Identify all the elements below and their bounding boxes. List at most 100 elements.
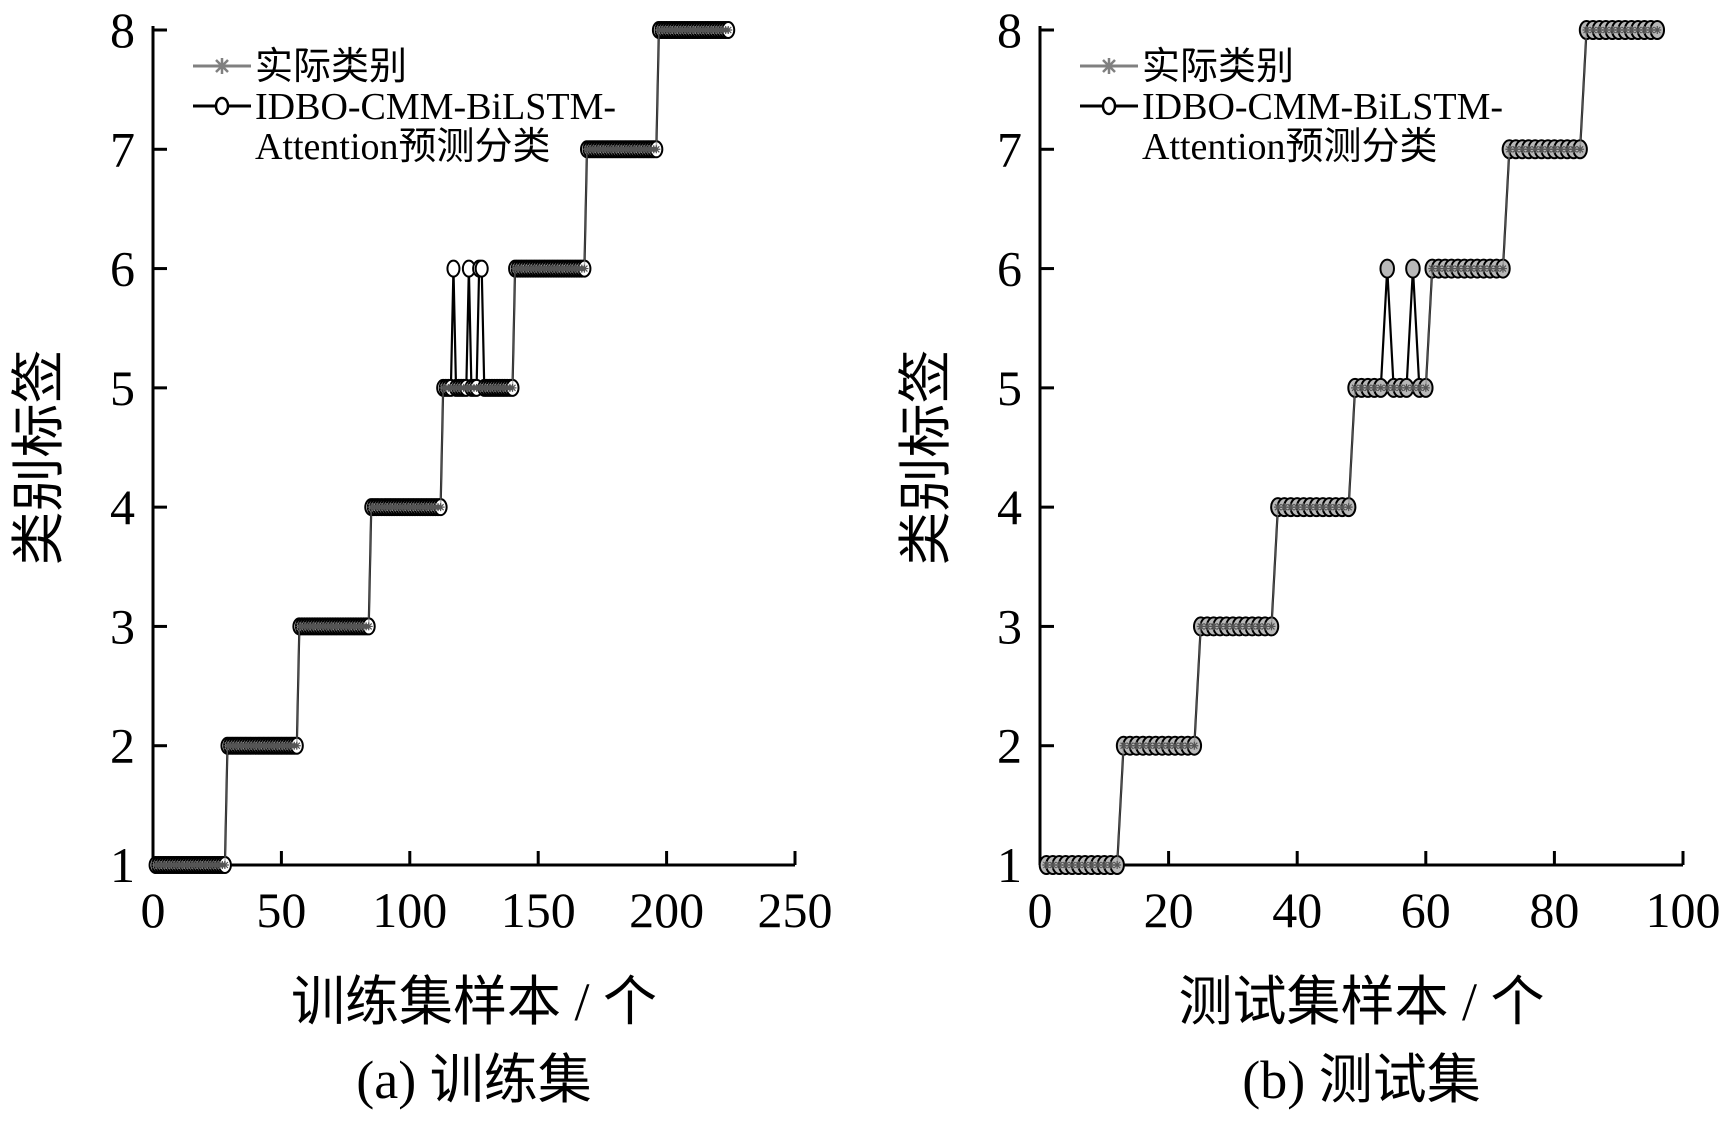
actual-point [1293, 503, 1302, 512]
actual-point [1331, 503, 1340, 512]
subplot-caption: (a) 训练集 [356, 1050, 591, 1110]
actual-point [1164, 741, 1173, 750]
actual-point [1318, 503, 1327, 512]
predicted-point [1379, 258, 1395, 279]
actual-point [1595, 26, 1604, 34]
actual-point [1511, 145, 1520, 154]
actual-point [1370, 383, 1379, 392]
x-tick-label: 250 [758, 882, 833, 938]
y-tick-label: 6 [997, 241, 1022, 297]
y-tick-label: 7 [997, 121, 1022, 177]
actual-point [1376, 383, 1385, 392]
x-tick-label: 100 [1646, 882, 1721, 938]
predicted-point [1405, 258, 1421, 279]
actual-point [1338, 503, 1347, 512]
actual-point [1389, 383, 1398, 392]
actual-point [652, 145, 661, 154]
actual-point [1126, 741, 1135, 750]
actual-point [1055, 861, 1064, 869]
x-tick-label: 60 [1401, 882, 1451, 938]
actual-point [1306, 503, 1315, 512]
actual-point [1556, 145, 1565, 154]
actual-point [1473, 264, 1482, 273]
actual-point [1222, 622, 1231, 631]
y-tick-label: 8 [110, 2, 135, 58]
actual-point [1235, 622, 1244, 631]
actual-point [1261, 622, 1270, 631]
actual-point [1543, 145, 1552, 154]
actual-point [1627, 26, 1636, 34]
legend-asterisk-icon [214, 58, 230, 74]
actual-point [1421, 383, 1430, 392]
legend-asterisk-icon [1101, 58, 1117, 74]
predicted-point [446, 259, 461, 278]
actual-point [1363, 383, 1372, 392]
actual-point [1203, 622, 1212, 631]
actual-point [364, 622, 373, 631]
legend-label-predicted-line2: Attention预测分类 [255, 126, 551, 168]
legend-circle-icon [1101, 96, 1117, 116]
actual-point [220, 861, 229, 869]
y-tick-label: 3 [110, 598, 135, 654]
actual-point [1068, 861, 1077, 869]
x-tick-label: 50 [256, 882, 306, 938]
y-tick-label: 6 [110, 241, 135, 297]
actual-point [1048, 861, 1057, 869]
actual-point [1228, 622, 1237, 631]
subplot-caption: (b) 测试集 [1242, 1050, 1480, 1110]
y-tick-label: 3 [997, 598, 1022, 654]
x-axis-title: 测试集样本 / 个 [1178, 972, 1544, 1032]
actual-point [1498, 264, 1507, 273]
actual-point [1357, 383, 1366, 392]
actual-point [1299, 503, 1308, 512]
actual-point [1441, 264, 1450, 273]
actual-point [1190, 741, 1199, 750]
actual-point [1537, 145, 1546, 154]
actual-point [1608, 26, 1617, 34]
legend-label-actual: 实际类别 [255, 46, 407, 88]
actual-point [1241, 622, 1250, 631]
legend-label-actual: 实际类别 [1142, 46, 1294, 88]
y-tick-label: 5 [110, 360, 135, 416]
legend-circle-icon [214, 96, 230, 116]
actual-point [1100, 861, 1109, 869]
actual-point [1209, 622, 1218, 631]
y-tick-label: 4 [997, 479, 1022, 535]
actual-point [1550, 145, 1559, 154]
actual-point [508, 383, 517, 392]
actual-point [1138, 741, 1147, 750]
legend-label-predicted-line1: IDBO-CMM-BiLSTM- [255, 86, 616, 128]
actual-point [1132, 741, 1141, 750]
x-tick-label: 20 [1144, 882, 1194, 938]
y-axis-title: 类别标签 [9, 350, 69, 566]
actual-point [1582, 26, 1591, 34]
actual-point [1466, 264, 1475, 273]
series-actual [1042, 26, 1662, 869]
actual-point [1158, 741, 1167, 750]
actual-point [1486, 264, 1495, 273]
actual-point [1460, 264, 1469, 273]
actual-point [1601, 26, 1610, 34]
actual-point [1273, 503, 1282, 512]
actual-point [1061, 861, 1070, 869]
y-tick-label: 4 [110, 479, 135, 535]
actual-point [1415, 383, 1424, 392]
actual-point [1408, 383, 1417, 392]
actual-point [1325, 503, 1334, 512]
actual-point [1479, 264, 1488, 273]
actual-point [1267, 622, 1276, 631]
x-tick-label: 150 [501, 882, 576, 938]
actual-point [1396, 383, 1405, 392]
actual-point [1428, 264, 1437, 273]
actual-point [724, 26, 733, 34]
y-tick-label: 8 [997, 2, 1022, 58]
legend-label-predicted-line2: Attention预测分类 [1142, 126, 1438, 168]
actual-point [1402, 383, 1411, 392]
y-axis-title: 类别标签 [896, 350, 956, 566]
actual-point [1106, 861, 1115, 869]
actual-point [1518, 145, 1527, 154]
actual-point [1531, 145, 1540, 154]
actual-point [580, 264, 589, 273]
